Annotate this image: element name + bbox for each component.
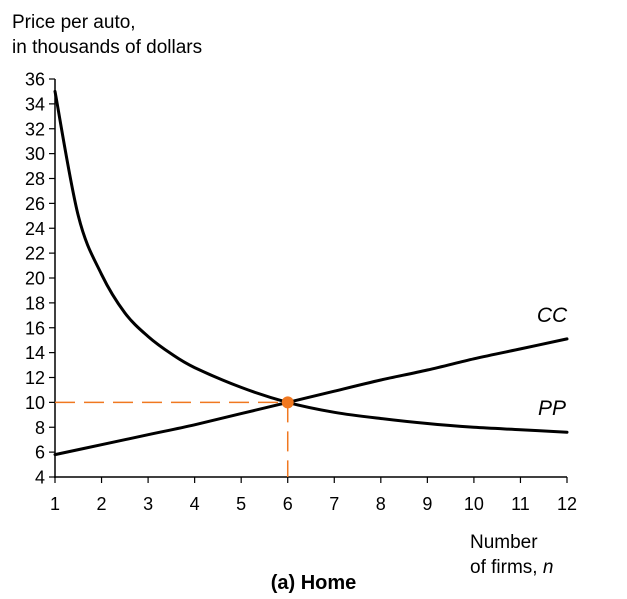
equilibrium-point <box>281 396 294 409</box>
x-tick-label: 5 <box>236 494 246 514</box>
x-tick-label: 11 <box>511 494 530 514</box>
y-tick-label: 30 <box>25 144 45 164</box>
y-tick-label: 24 <box>25 219 45 239</box>
y-axis-label-line-2: in thousands of dollars <box>12 37 203 58</box>
series-pp-line <box>53 89 569 434</box>
y-tick-label: 4 <box>35 468 45 488</box>
y-tick-label: 28 <box>25 169 45 189</box>
y-tick-label: 32 <box>25 119 45 139</box>
y-tick-label: 34 <box>25 94 45 114</box>
y-tick-label: 12 <box>25 368 45 388</box>
y-tick-label: 26 <box>25 194 45 214</box>
x-tick-label: 7 <box>329 494 339 514</box>
x-tick-label: 2 <box>97 494 107 514</box>
series-cc-line <box>53 337 569 457</box>
x-tick-label: 6 <box>283 494 293 514</box>
x-tick-label: 12 <box>557 494 577 514</box>
x-tick-label: 1 <box>50 494 60 514</box>
y-tick-label: 14 <box>25 343 45 363</box>
x-tick-label: 4 <box>190 494 200 514</box>
series-pp-label: PP <box>538 397 566 420</box>
y-axis-label-line-1: Price per auto, <box>12 12 136 33</box>
y-tick-label: 20 <box>25 269 45 289</box>
y-tick-label: 22 <box>25 244 45 264</box>
y-tick-label: 36 <box>25 70 45 90</box>
x-axis-label-line-2-text: of firms, n <box>470 557 554 578</box>
x-axis-label: Number of firms, n <box>470 530 553 580</box>
x-tick-label: 3 <box>143 494 153 514</box>
x-tick-label: 9 <box>422 494 432 514</box>
y-tick-label: 8 <box>35 418 45 438</box>
y-tick-label: 10 <box>25 393 45 413</box>
x-tick-label: 10 <box>464 494 484 514</box>
y-tick-label: 18 <box>25 293 45 313</box>
y-tick-label: 6 <box>35 443 45 463</box>
x-axis-label-line-2: of firms, n <box>470 555 553 580</box>
x-axis-variable: n <box>542 557 554 578</box>
series-cc-label: CC <box>537 304 568 327</box>
x-axis-label-line-1: Number <box>470 532 538 553</box>
chart-caption: (a) Home <box>270 572 357 594</box>
y-tick-label: 16 <box>25 318 45 338</box>
x-tick-label: 8 <box>376 494 386 514</box>
y-axis-label: Price per auto, in thousands of dollars <box>12 10 202 60</box>
